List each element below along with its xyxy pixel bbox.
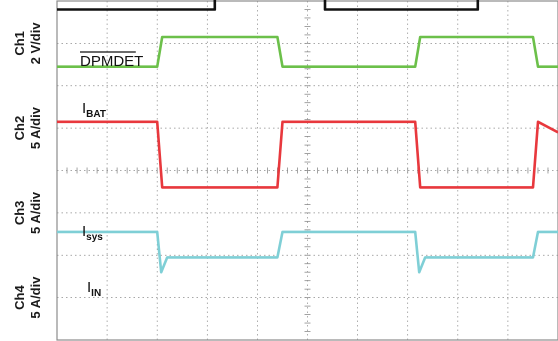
channel-label-ch3: Ch3 5 A/div: [12, 191, 43, 234]
trace-ibat: [57, 35, 558, 68]
signal-label-dpmdet: DPMDET: [80, 53, 143, 70]
trace-iin: [57, 230, 558, 274]
channel-scale: 5 A/div: [28, 276, 43, 319]
channel-scale: 5 A/div: [28, 191, 43, 234]
channel-name: Ch2: [12, 116, 27, 141]
signal-label-isys: Isys: [82, 223, 103, 243]
channel-name: Ch4: [12, 285, 27, 310]
signal-label-iin: IIN: [87, 279, 101, 299]
channel-scale: 2 V/div: [28, 22, 43, 65]
channel-label-ch2: Ch2 5 A/div: [12, 106, 43, 149]
plot-grid: [56, 0, 558, 341]
channel-label-ch1: Ch1 2 V/div: [12, 22, 43, 65]
channel-label-ch4: Ch4 5 A/div: [12, 276, 43, 319]
trace-layer: [57, 0, 558, 274]
signal-label-layer: DPMDET IBAT Isys IIN: [80, 51, 143, 299]
channel-name: Ch3: [12, 201, 27, 226]
channel-name: Ch1: [12, 31, 27, 56]
channel-scale: 5 A/div: [28, 106, 43, 149]
signal-label-ibat: IBAT: [82, 100, 106, 120]
trace-dpmdet: [57, 0, 480, 11]
trace-isys: [57, 120, 558, 189]
